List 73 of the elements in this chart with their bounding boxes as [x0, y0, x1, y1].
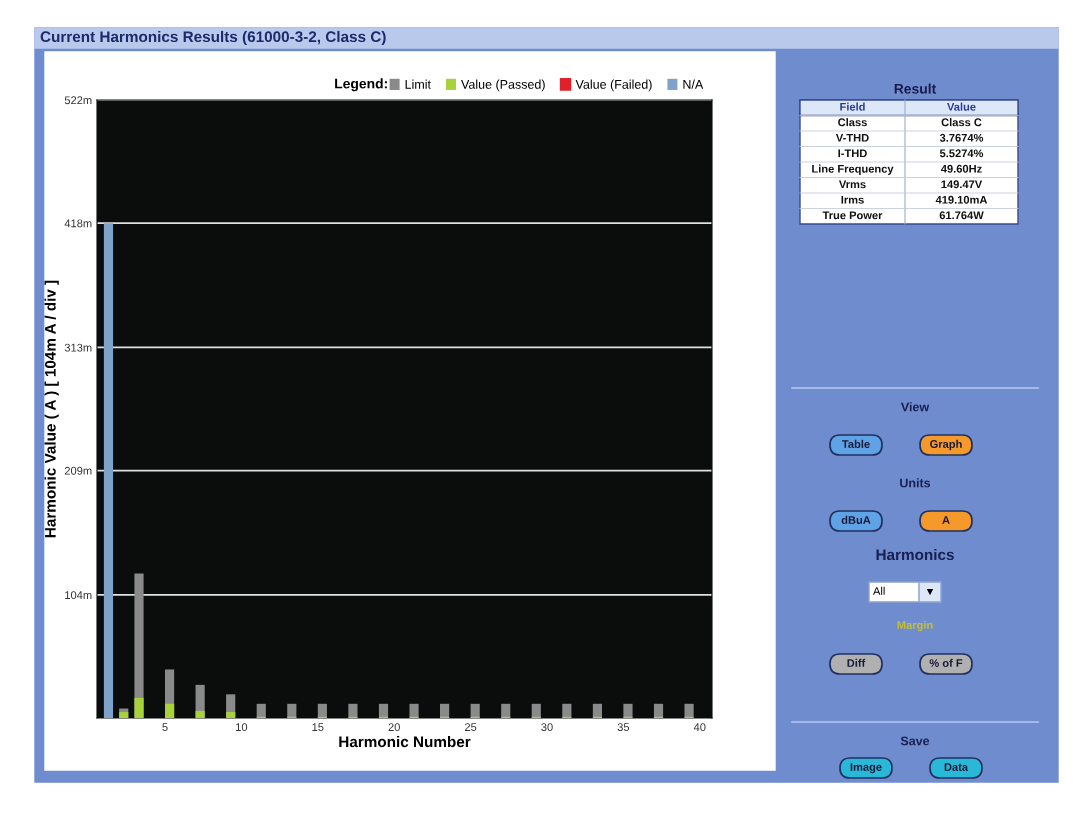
bar — [378, 703, 389, 718]
text: A — [942, 516, 950, 524]
y-tick-label: 522m — [64, 96, 92, 105]
text: ▼ — [926, 588, 934, 596]
y-tick-label: 418m — [64, 219, 92, 228]
text: Value — [947, 102, 976, 111]
text: Class C — [941, 118, 982, 127]
bar — [562, 703, 572, 718]
text: I-THD — [838, 149, 867, 158]
bar — [287, 703, 297, 718]
text: True Power — [822, 211, 883, 220]
text: Table — [842, 439, 870, 448]
bar — [531, 703, 541, 718]
y-tick-label: 209m — [64, 466, 92, 475]
text: 49.60Hz — [940, 164, 982, 173]
bar — [103, 223, 114, 718]
text: 149.47V — [941, 180, 983, 189]
text: View — [900, 402, 930, 412]
text: Graph — [930, 439, 962, 451]
text: dBuA — [841, 515, 871, 524]
x-tick-label: 5 — [162, 723, 168, 732]
legend-label: N/A — [683, 79, 704, 89]
text: All — [873, 586, 885, 595]
x-tick-label: 25 — [464, 723, 477, 732]
text: Irms — [841, 195, 864, 204]
bar — [592, 703, 602, 718]
x-tick-label: 40 — [693, 723, 706, 732]
bar — [684, 703, 694, 718]
bar — [226, 712, 236, 718]
text: V-THD — [835, 133, 869, 142]
bar — [653, 703, 664, 718]
bar — [501, 703, 511, 718]
text: 5.5274% — [939, 149, 984, 158]
bar — [195, 710, 205, 718]
x-tick-label: 20 — [388, 723, 400, 732]
bar — [256, 703, 266, 718]
text: Margin — [897, 620, 933, 632]
bar — [440, 703, 450, 718]
text: Vrms — [838, 180, 866, 189]
y-tick-label: 313m — [64, 343, 92, 352]
legend-title: Legend: — [335, 78, 387, 92]
x-tick-label: 15 — [312, 723, 324, 732]
legend-label: Value (Failed) — [575, 79, 652, 92]
y-tick-label: 104m — [65, 591, 92, 600]
x-tick-label: 10 — [236, 723, 248, 732]
chart-title: Current Harmonics Results (61000-3-2, Class C) — [40, 30, 386, 46]
text: Harmonics — [876, 548, 954, 561]
bar — [623, 703, 633, 718]
text: Line Frequency — [812, 164, 894, 175]
bar — [317, 703, 327, 718]
bar — [119, 712, 129, 718]
bar — [470, 703, 480, 718]
y-axis-title: Harmonic Value ( A ) [ 104m A / div ] — [44, 280, 59, 538]
text: Image — [850, 763, 882, 774]
text: 61.764W — [939, 211, 984, 220]
bar — [409, 703, 419, 718]
bar — [348, 703, 358, 718]
bar — [164, 703, 175, 718]
text: Diff — [847, 658, 866, 667]
x-tick-label: 30 — [541, 723, 553, 732]
text: Field — [840, 102, 865, 111]
x-tick-label: 35 — [617, 723, 630, 732]
text: Units — [900, 478, 931, 488]
text: 419.10mA — [935, 195, 988, 204]
text: Data — [944, 763, 969, 771]
legend-label: Limit — [405, 79, 431, 89]
text: Result — [894, 83, 937, 94]
x-axis-title: Harmonic Number — [339, 736, 471, 748]
text: Class — [838, 118, 867, 127]
text: % of F — [929, 658, 963, 667]
text: 3.7674% — [939, 133, 984, 142]
text: Save — [900, 736, 930, 746]
legend-label: Value (Passed) — [461, 79, 545, 92]
